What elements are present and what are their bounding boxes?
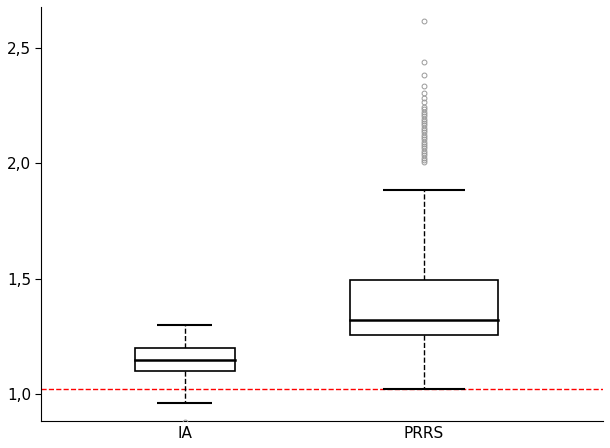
FancyBboxPatch shape — [350, 280, 498, 335]
FancyBboxPatch shape — [135, 348, 235, 371]
